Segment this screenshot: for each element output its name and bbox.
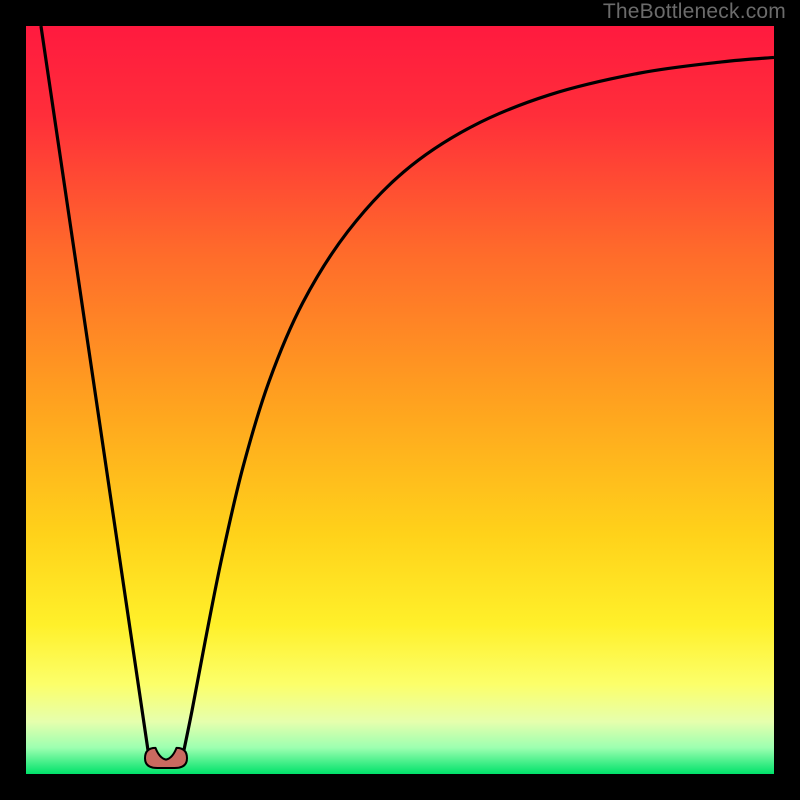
plot-area [26,26,774,774]
min-marker-icon [143,744,189,770]
bottleneck-curve [26,26,774,774]
watermark-text: TheBottleneck.com [603,0,786,24]
chart-canvas: TheBottleneck.com [0,0,800,800]
